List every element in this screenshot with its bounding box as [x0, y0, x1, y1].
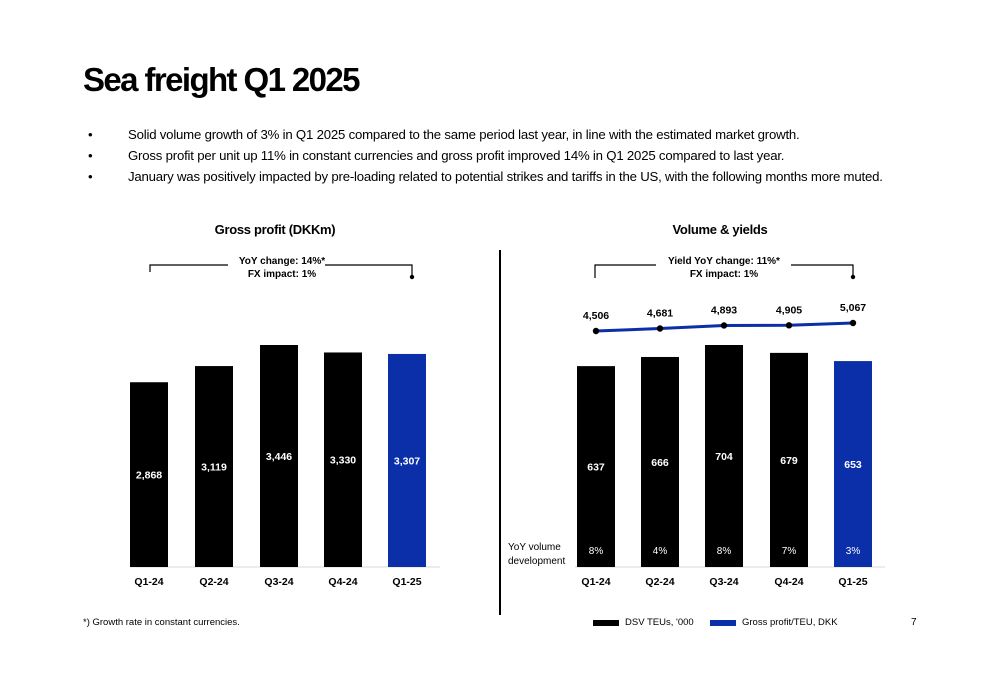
vol-category-label: Q2-24	[645, 576, 674, 588]
vol-bracket-dot	[850, 274, 856, 280]
vol-bar	[770, 352, 808, 567]
vol-yoy-label: 3%	[846, 546, 861, 557]
gp-per-teu-point	[785, 322, 793, 329]
legend-teu-label: DSV TEUs, '000	[625, 617, 694, 628]
gross-profit-chart-title: Gross profit (DKKm)	[215, 222, 336, 237]
gp-bar-value-label: 3,330	[330, 455, 356, 467]
legend-gp: Gross profit/TEU, DKK	[710, 617, 838, 628]
vol-bar-value-label: 637	[587, 462, 605, 474]
chart-divider	[499, 250, 501, 615]
vol-bar-value-label: 653	[844, 459, 862, 471]
vol-yoy-label: 7%	[782, 546, 797, 557]
bullet-item: Solid volume growth of 3% in Q1 2025 com…	[88, 124, 968, 145]
vol-bar	[834, 361, 872, 567]
gp-bracket-line-2: FX impact: 1%	[248, 269, 316, 280]
bullet-item: January was positively impacted by pre-l…	[88, 166, 968, 187]
vol-bar-value-label: 666	[651, 457, 669, 469]
vol-bracket-line-1: Yield YoY change: 11%*	[668, 256, 780, 267]
gp-category-label: Q4-24	[328, 576, 357, 588]
volume-chart-title: Volume & yields	[673, 222, 768, 237]
footnote: *) Growth rate in constant currencies.	[83, 617, 240, 628]
gp-bar-value-label: 3,446	[266, 451, 292, 463]
vol-category-label: Q4-24	[774, 576, 803, 588]
vol-bar	[641, 356, 679, 567]
gp-bar	[324, 352, 362, 567]
gp-bar-value-label: 2,868	[136, 470, 162, 482]
vol-yoy-label: 8%	[717, 546, 732, 557]
gp-category-label: Q3-24	[264, 576, 293, 588]
vol-category-label: Q3-24	[709, 576, 738, 588]
vol-bracket-right	[791, 264, 854, 276]
yoy-row-label-line-1: YoY volume	[508, 542, 561, 553]
vol-bracket-left	[594, 264, 656, 278]
gp-bar	[260, 345, 298, 567]
gp-category-label: Q2-24	[199, 576, 228, 588]
gp-bracket-line-1: YoY change: 14%*	[239, 256, 325, 267]
gp-category-label: Q1-25	[392, 576, 421, 588]
gp-per-teu-value-label: 5,067	[840, 302, 866, 314]
gp-category-label: Q1-24	[134, 576, 163, 588]
page-title: Sea freight Q1 2025	[83, 61, 361, 98]
vol-category-label: Q1-25	[838, 576, 867, 588]
gp-bracket-right	[325, 264, 413, 276]
gp-per-teu-value-label: 4,506	[583, 310, 609, 322]
gp-per-teu-value-label: 4,681	[647, 308, 673, 320]
gp-bar-value-label: 3,119	[201, 462, 227, 474]
gp-bar-value-label: 3,307	[394, 455, 420, 467]
summary-bullets: Solid volume growth of 3% in Q1 2025 com…	[88, 124, 968, 187]
legend-teu: DSV TEUs, '000	[593, 617, 694, 628]
vol-bar-value-label: 704	[715, 451, 733, 463]
gp-bar	[195, 366, 233, 567]
yoy-row-label-line-2: development	[508, 556, 565, 567]
vol-yoy-label: 8%	[589, 546, 604, 557]
gp-bracket-left	[149, 264, 228, 272]
legend-teu-swatch	[593, 619, 619, 626]
vol-yoy-label: 4%	[653, 546, 668, 557]
gp-per-teu-point	[592, 327, 600, 335]
gp-per-teu-point	[720, 322, 728, 329]
bullet-item: Gross profit per unit up 11% in constant…	[88, 145, 968, 166]
gp-bar	[130, 382, 168, 567]
vol-category-label: Q1-24	[581, 576, 610, 588]
gp-per-teu-point	[656, 325, 664, 332]
gp-per-teu-value-label: 4,905	[776, 304, 802, 316]
vol-bracket-line-2: FX impact: 1%	[690, 269, 758, 280]
vol-bar	[577, 366, 615, 567]
vol-bar	[705, 345, 743, 567]
gp-bracket-dot	[409, 274, 415, 280]
legend-gp-label: Gross profit/TEU, DKK	[742, 617, 838, 628]
gp-per-teu-value-label: 4,893	[711, 304, 737, 316]
page-number: 7	[911, 617, 917, 628]
gp-bar	[388, 353, 426, 567]
vol-bar-value-label: 679	[780, 455, 798, 467]
gp-per-teu-point	[849, 319, 857, 327]
legend-gp-swatch	[710, 619, 736, 626]
